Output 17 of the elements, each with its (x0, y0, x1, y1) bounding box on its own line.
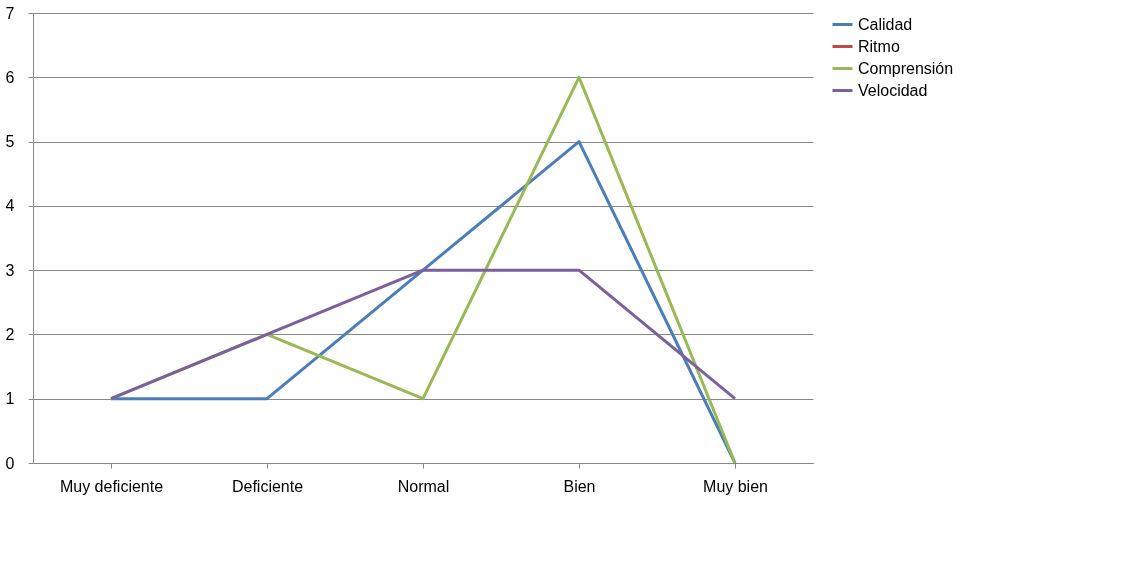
legend-label: Velocidad (858, 81, 928, 99)
y-tick-label: 5 (5, 133, 15, 151)
x-tick-label: Muy deficiente (59, 477, 164, 495)
y-tick-label: 1 (5, 390, 15, 408)
x-tick-label: Normal (397, 477, 450, 495)
y-tick-label: 0 (5, 454, 15, 472)
legend-label: Calidad (858, 15, 913, 33)
y-tick-label: 3 (5, 261, 15, 279)
x-tick-label: Deficiente (231, 477, 304, 495)
legend-label: Ritmo (858, 37, 900, 55)
x-tick-label: Muy bien (703, 477, 768, 495)
legend-label: Comprensión (858, 59, 954, 77)
y-tick-label: 2 (5, 325, 15, 343)
y-tick-label: 4 (5, 197, 15, 215)
y-tick-label: 7 (5, 4, 15, 22)
y-tick-label: 6 (5, 68, 15, 86)
x-tick-label: Bien (563, 477, 596, 495)
